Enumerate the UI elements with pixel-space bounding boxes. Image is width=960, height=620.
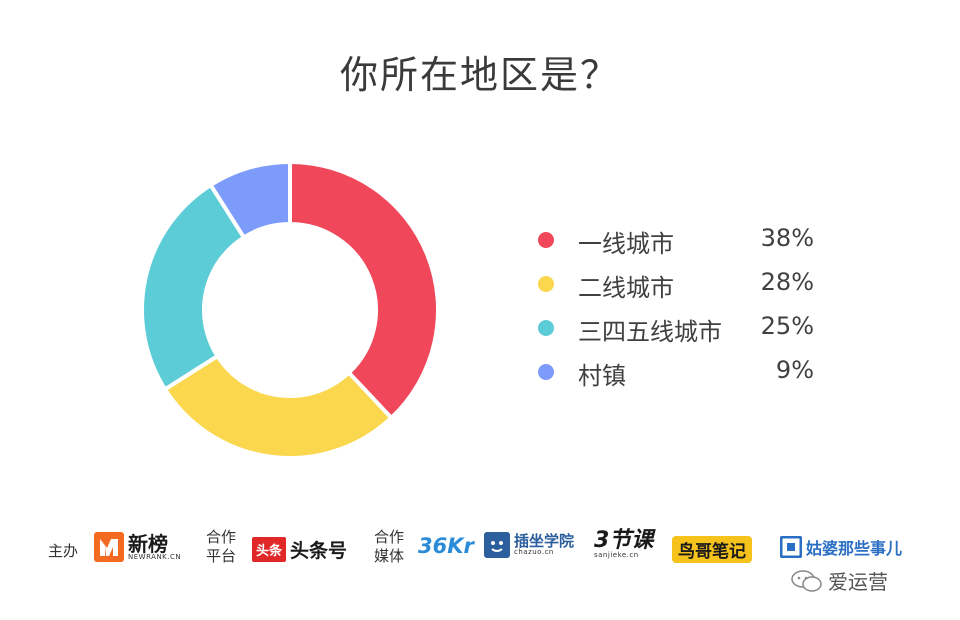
chazuo-mark-icon: [484, 532, 510, 558]
36kr-name: 36Kr: [418, 534, 474, 558]
sanjieke-sub: sanjieke.cn: [594, 551, 639, 559]
platform-label-line2: 平台: [206, 547, 237, 565]
newrank-name: 新榜: [128, 531, 168, 556]
legend-value: 38%: [760, 224, 814, 252]
media-label: 合作 媒体: [374, 528, 404, 566]
toutiao-badge-icon: 头条: [252, 537, 287, 562]
legend-dot-3: [538, 320, 554, 336]
sanjieke-logo: 3节课 sanjieke.cn: [594, 530, 653, 559]
platform-label-line1: 合作: [206, 528, 237, 546]
legend-label: 三四五线城市: [578, 318, 722, 346]
donut-slice-4: [207, 159, 292, 241]
gupo-logo: 姑婆那些事儿: [780, 535, 902, 559]
legend-value: 25%: [760, 312, 814, 340]
donut-slice-1: [288, 159, 440, 421]
legend-dot-2: [538, 276, 554, 292]
legend-value: 9%: [775, 356, 814, 384]
sponsor-footer: 主办 新榜 NEWRANK.CN 合作 平台 头条 头条号 合作 媒体 36Kr: [0, 520, 960, 610]
legend-label: 村镇: [578, 362, 626, 390]
legend-dot-1: [538, 232, 554, 248]
legend-item: 一线城市 38%: [538, 218, 838, 262]
36kr-logo: 36Kr: [418, 534, 474, 558]
platform-label: 合作 平台: [206, 528, 236, 566]
newrank-mark-icon: [94, 532, 124, 562]
host-label: 主办: [48, 542, 79, 560]
chart-title: 你所在地区是？: [339, 53, 620, 97]
sanjieke-name: 3节课: [594, 528, 654, 553]
gupo-mark-icon: [780, 536, 802, 558]
donut-chart: [140, 159, 440, 460]
newrank-logo: 新榜 NEWRANK.CN: [94, 532, 181, 562]
watermark-text: 爱运营: [828, 570, 888, 594]
donut-slice-3: [140, 182, 247, 393]
legend-item: 二线城市 28%: [538, 262, 838, 306]
toutiao-logo: 头条 头条号: [252, 536, 347, 563]
niaoge-name: 鸟哥笔记: [672, 536, 752, 563]
legend-value: 28%: [760, 268, 814, 296]
gupo-name: 姑婆那些事儿: [806, 539, 903, 558]
donut-slice-2: [162, 353, 395, 460]
legend-label: 二线城市: [578, 274, 674, 302]
legend-label: 一线城市: [578, 230, 674, 258]
toutiao-name: 头条号: [290, 540, 348, 562]
legend-item: 村镇 9%: [538, 350, 838, 394]
chazuo-logo: 插坐学院 chazuo.cn: [484, 532, 574, 558]
newrank-sub: NEWRANK.CN: [128, 552, 182, 561]
media-label-line1: 合作: [374, 528, 405, 546]
niaoge-logo: 鸟哥笔记: [672, 536, 752, 563]
legend: 一线城市 38% 二线城市 28% 三四五线城市 25% 村镇 9%: [538, 218, 838, 394]
chazuo-name: 插坐学院: [514, 532, 575, 550]
chazuo-sub: chazuo.cn: [514, 548, 554, 556]
wechat-icon: [791, 569, 822, 592]
media-label-line2: 媒体: [374, 547, 405, 565]
legend-dot-4: [538, 364, 554, 380]
legend-item: 三四五线城市 25%: [538, 306, 838, 350]
wechat-watermark: 爱运营: [790, 566, 888, 595]
